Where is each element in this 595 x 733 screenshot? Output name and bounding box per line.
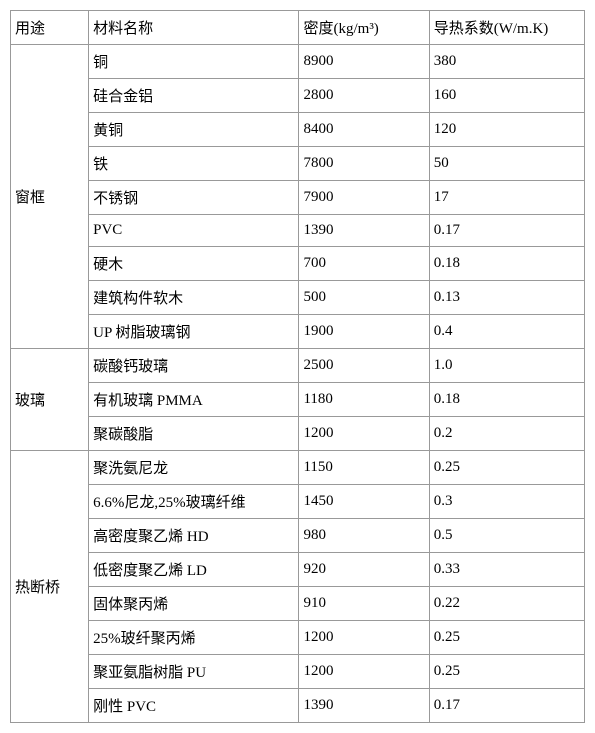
density-cell: 920 [299, 553, 429, 587]
table-row: 窗框铜8900380 [11, 45, 585, 79]
material-cell: 有机玻璃 PMMA [89, 383, 299, 417]
table-row: 热断桥聚洗氨尼龙11500.25 [11, 451, 585, 485]
material-cell: 铁 [89, 147, 299, 181]
table-row: 聚亚氨脂树脂 PU12000.25 [11, 655, 585, 689]
table-row: 固体聚丙烯9100.22 [11, 587, 585, 621]
material-cell: 建筑构件软木 [89, 281, 299, 315]
material-cell: 高密度聚乙烯 HD [89, 519, 299, 553]
table-header: 用途 材料名称 密度(kg/m³) 导热系数(W/m.K) [11, 11, 585, 45]
header-use: 用途 [11, 11, 89, 45]
material-cell: 硅合金铝 [89, 79, 299, 113]
material-cell: 25%玻纤聚丙烯 [89, 621, 299, 655]
table-row: 高密度聚乙烯 HD9800.5 [11, 519, 585, 553]
material-cell: 硬木 [89, 247, 299, 281]
table-row: 聚碳酸脂12000.2 [11, 417, 585, 451]
table-row: 低密度聚乙烯 LD9200.33 [11, 553, 585, 587]
thermal-cell: 0.17 [429, 215, 584, 247]
density-cell: 8400 [299, 113, 429, 147]
thermal-cell: 0.18 [429, 383, 584, 417]
use-cell: 玻璃 [11, 349, 89, 451]
material-cell: 碳酸钙玻璃 [89, 349, 299, 383]
thermal-cell: 0.4 [429, 315, 584, 349]
thermal-cell: 50 [429, 147, 584, 181]
table-row: 黄铜8400120 [11, 113, 585, 147]
materials-table: 用途 材料名称 密度(kg/m³) 导热系数(W/m.K) 窗框铜8900380… [10, 10, 585, 723]
table-row: PVC13900.17 [11, 215, 585, 247]
thermal-cell: 0.33 [429, 553, 584, 587]
header-material: 材料名称 [89, 11, 299, 45]
material-cell: 固体聚丙烯 [89, 587, 299, 621]
table-row: 不锈钢790017 [11, 181, 585, 215]
thermal-cell: 380 [429, 45, 584, 79]
thermal-cell: 0.13 [429, 281, 584, 315]
density-cell: 8900 [299, 45, 429, 79]
material-cell: UP 树脂玻璃钢 [89, 315, 299, 349]
density-cell: 1390 [299, 689, 429, 723]
table-row: 硅合金铝2800160 [11, 79, 585, 113]
density-cell: 1180 [299, 383, 429, 417]
density-cell: 7900 [299, 181, 429, 215]
table-row: 刚性 PVC13900.17 [11, 689, 585, 723]
header-density: 密度(kg/m³) [299, 11, 429, 45]
table-row: 6.6%尼龙,25%玻璃纤维14500.3 [11, 485, 585, 519]
thermal-cell: 0.25 [429, 451, 584, 485]
table-row: 铁780050 [11, 147, 585, 181]
density-cell: 910 [299, 587, 429, 621]
table-row: 有机玻璃 PMMA11800.18 [11, 383, 585, 417]
thermal-cell: 160 [429, 79, 584, 113]
table-row: 建筑构件软木5000.13 [11, 281, 585, 315]
material-cell: 黄铜 [89, 113, 299, 147]
thermal-cell: 17 [429, 181, 584, 215]
thermal-cell: 0.17 [429, 689, 584, 723]
thermal-cell: 0.22 [429, 587, 584, 621]
material-cell: 聚碳酸脂 [89, 417, 299, 451]
thermal-cell: 0.25 [429, 621, 584, 655]
table-row: 玻璃碳酸钙玻璃25001.0 [11, 349, 585, 383]
density-cell: 2500 [299, 349, 429, 383]
use-cell: 窗框 [11, 45, 89, 349]
density-cell: 1200 [299, 655, 429, 689]
material-cell: 刚性 PVC [89, 689, 299, 723]
header-thermal: 导热系数(W/m.K) [429, 11, 584, 45]
density-cell: 980 [299, 519, 429, 553]
material-cell: 不锈钢 [89, 181, 299, 215]
thermal-cell: 0.3 [429, 485, 584, 519]
density-cell: 7800 [299, 147, 429, 181]
table-row: UP 树脂玻璃钢19000.4 [11, 315, 585, 349]
density-cell: 1200 [299, 621, 429, 655]
use-cell: 热断桥 [11, 451, 89, 723]
material-cell: 聚亚氨脂树脂 PU [89, 655, 299, 689]
density-cell: 1900 [299, 315, 429, 349]
density-cell: 1450 [299, 485, 429, 519]
thermal-cell: 0.5 [429, 519, 584, 553]
material-cell: 低密度聚乙烯 LD [89, 553, 299, 587]
density-cell: 1390 [299, 215, 429, 247]
thermal-cell: 1.0 [429, 349, 584, 383]
density-cell: 1150 [299, 451, 429, 485]
density-cell: 700 [299, 247, 429, 281]
density-cell: 500 [299, 281, 429, 315]
thermal-cell: 0.18 [429, 247, 584, 281]
material-cell: PVC [89, 215, 299, 247]
material-cell: 铜 [89, 45, 299, 79]
thermal-cell: 120 [429, 113, 584, 147]
table-row: 硬木7000.18 [11, 247, 585, 281]
density-cell: 2800 [299, 79, 429, 113]
thermal-cell: 0.2 [429, 417, 584, 451]
material-cell: 6.6%尼龙,25%玻璃纤维 [89, 485, 299, 519]
density-cell: 1200 [299, 417, 429, 451]
table-row: 25%玻纤聚丙烯12000.25 [11, 621, 585, 655]
thermal-cell: 0.25 [429, 655, 584, 689]
material-cell: 聚洗氨尼龙 [89, 451, 299, 485]
table-body: 窗框铜8900380硅合金铝2800160黄铜8400120铁780050不锈钢… [11, 45, 585, 723]
